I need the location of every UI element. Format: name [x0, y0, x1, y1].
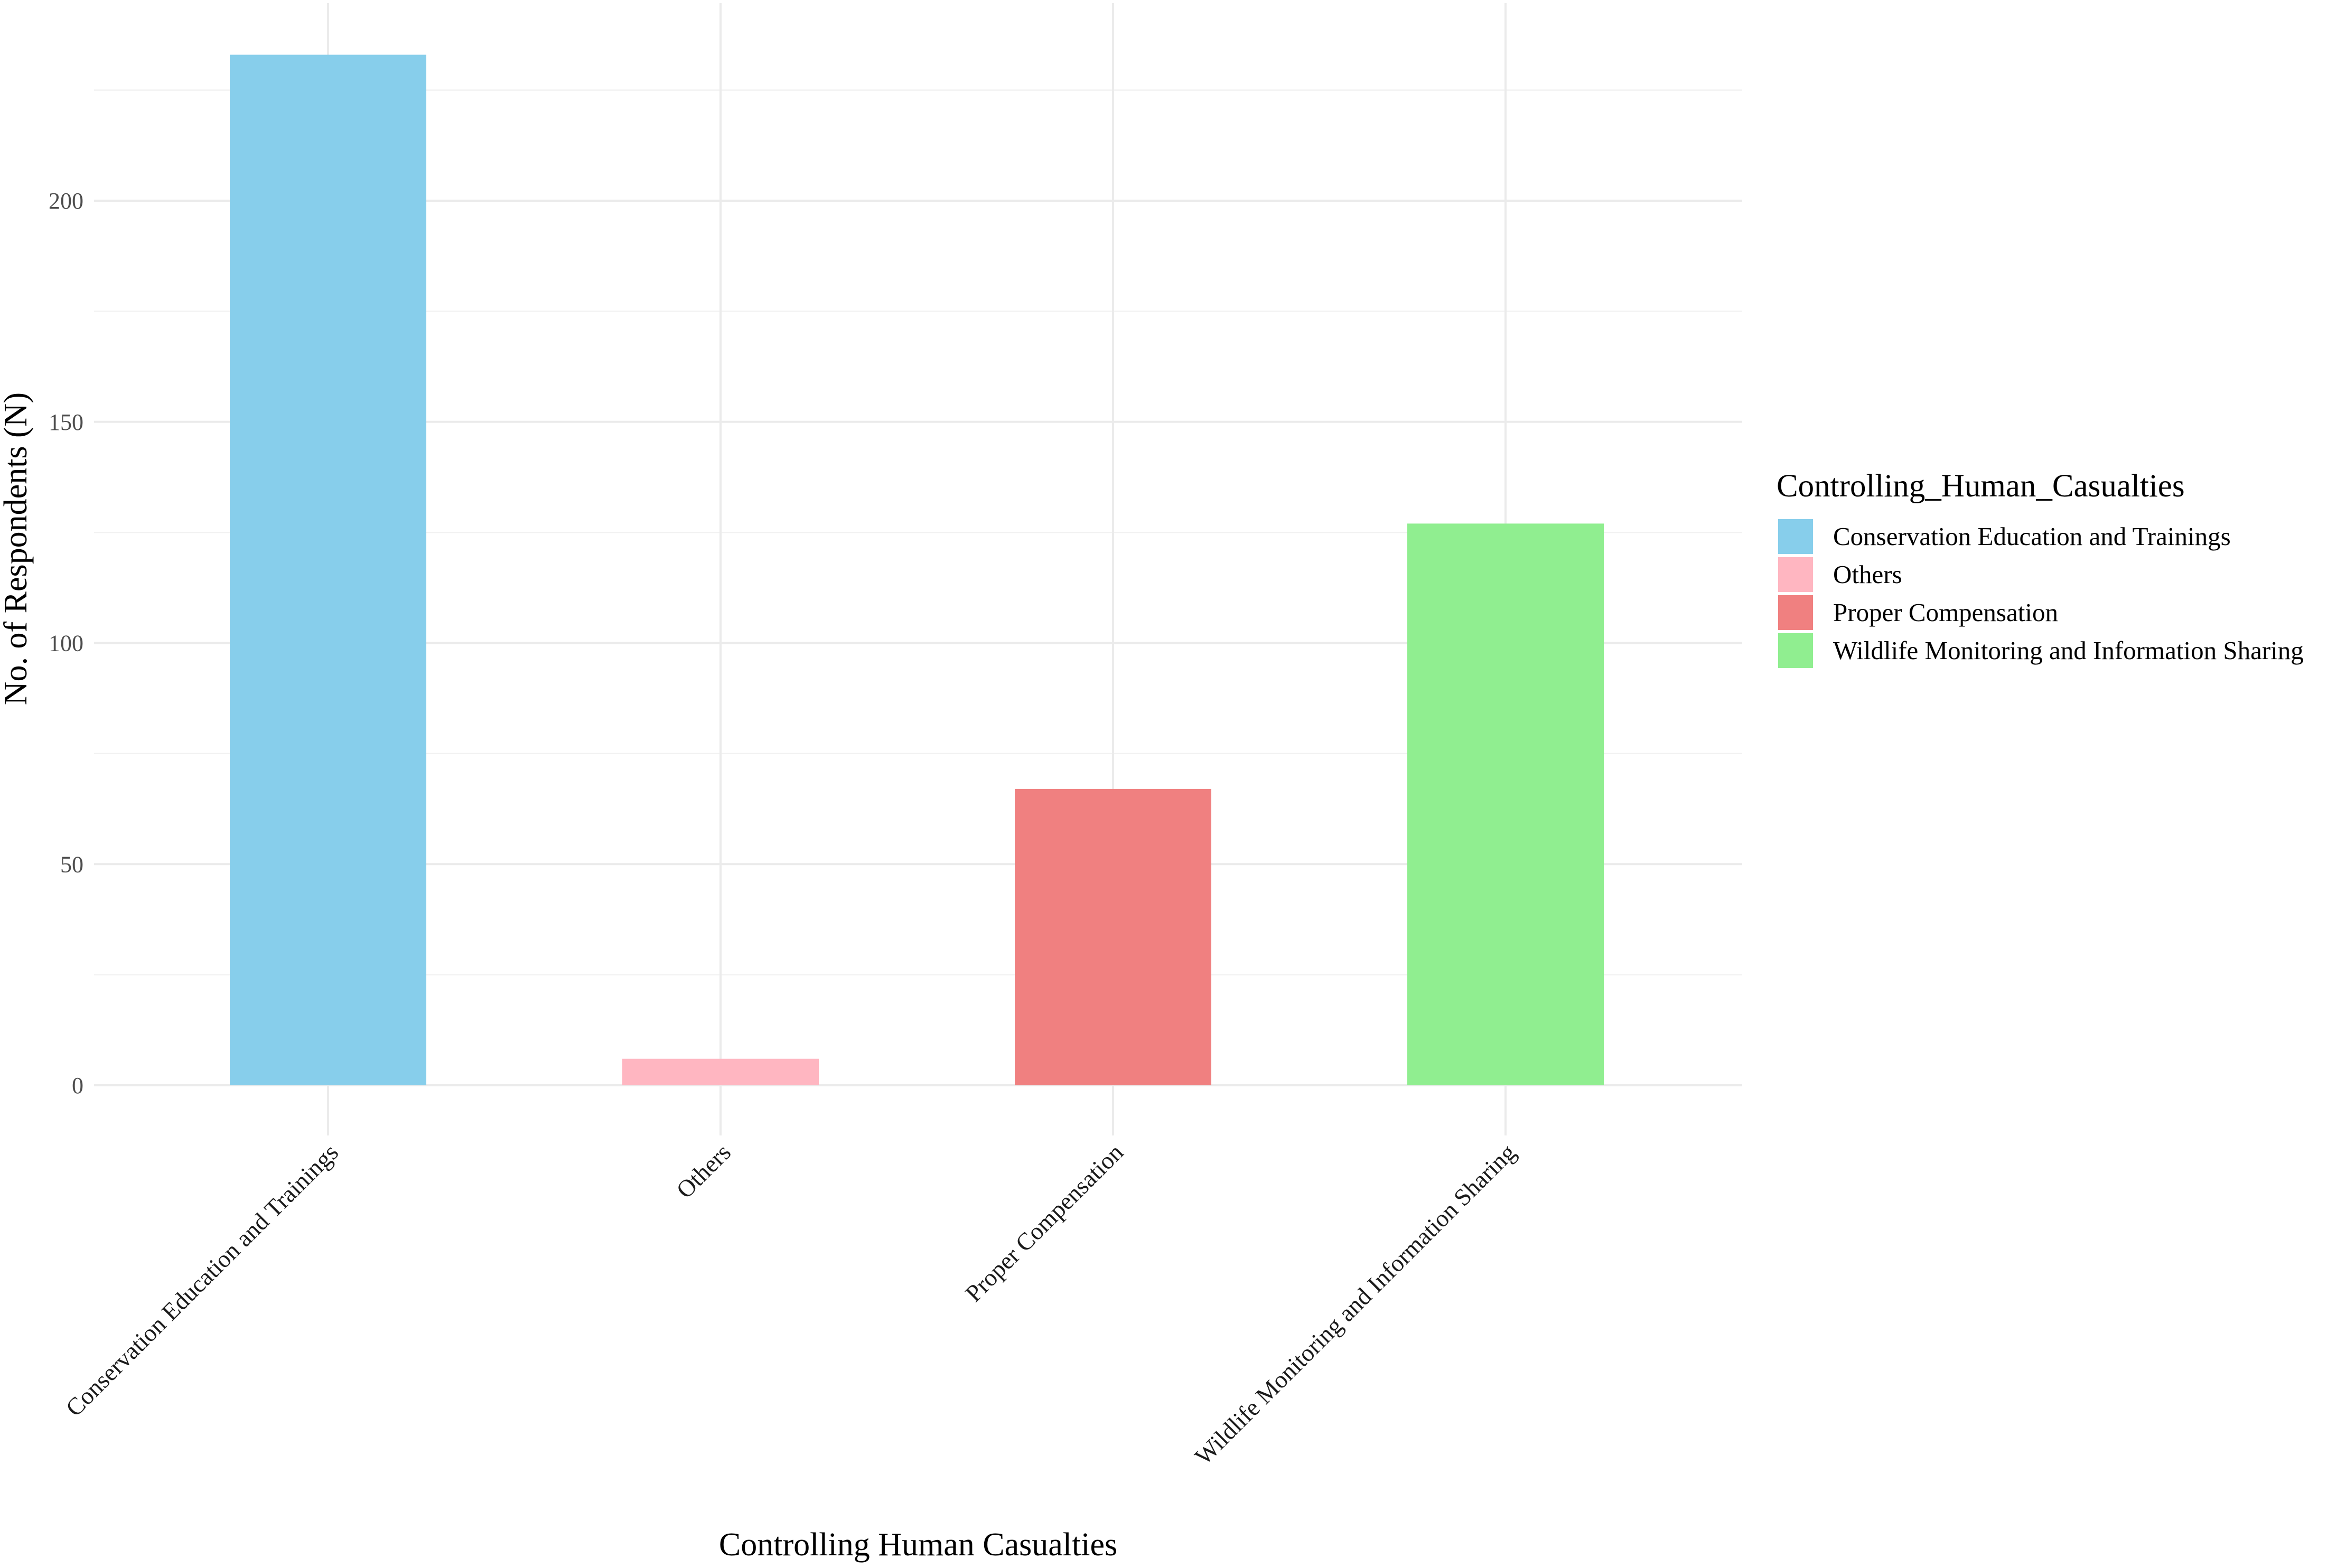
- legend-title: Controlling_Human_Casualties: [1777, 468, 2185, 504]
- legend-label: Wildlife Monitoring and Information Shar…: [1833, 636, 2304, 665]
- bar: [1015, 788, 1211, 1085]
- bar: [1407, 523, 1604, 1085]
- y-axis-title: No. of Respondents (N): [0, 392, 34, 705]
- legend-label: Proper Compensation: [1833, 598, 2058, 627]
- bar: [230, 54, 426, 1085]
- y-tick-label: 50: [60, 851, 83, 877]
- x-tick-label: Wildlife Monitoring and Information Shar…: [1190, 1139, 1521, 1470]
- legend-key: [1778, 633, 1813, 668]
- legend-key: [1778, 557, 1813, 592]
- x-axis-ticks: Conservation Education and Trainings Othe…: [60, 1139, 1521, 1470]
- x-tick-label: Proper Compensation: [960, 1139, 1128, 1307]
- legend-label: Others: [1833, 560, 1902, 589]
- x-tick-label: Others: [671, 1139, 736, 1204]
- y-tick-label: 150: [49, 409, 83, 435]
- legend-key: [1778, 595, 1813, 630]
- bar: [622, 1058, 819, 1085]
- bars: [230, 54, 1604, 1085]
- y-tick-label: 100: [49, 631, 83, 656]
- legend: Controlling_Human_Casualties Conservatio…: [1777, 468, 2304, 668]
- x-axis-title: Controlling Human Casualties: [719, 1527, 1117, 1563]
- y-tick-label: 0: [72, 1073, 83, 1098]
- y-tick-label: 200: [49, 188, 83, 214]
- y-axis-ticks: 0 50 100 150 200: [49, 188, 83, 1098]
- legend-label: Conservation Education and Trainings: [1833, 522, 2231, 551]
- x-tick-label: Conservation Education and Trainings: [60, 1139, 343, 1422]
- legend-items: Conservation Education and Trainings Othe…: [1778, 519, 2304, 668]
- legend-key: [1778, 519, 1813, 554]
